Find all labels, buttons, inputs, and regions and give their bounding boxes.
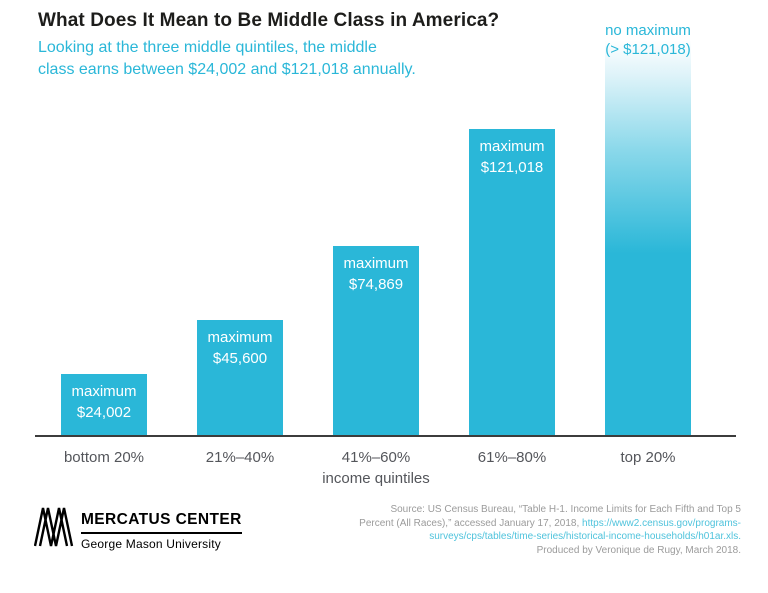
mercatus-logo-subname: George Mason University — [81, 537, 221, 551]
x-tick-label: bottom 20% — [63, 449, 145, 466]
bar-label-value: $24,002 — [76, 404, 132, 421]
bar — [605, 40, 691, 435]
mercatus-logo-text: MERCATUS CENTER George Mason University — [81, 507, 242, 551]
no-maximum-label-line1: no maximum — [605, 22, 691, 39]
x-tick-label: 21%–40% — [205, 449, 275, 466]
mercatus-logo-icon — [33, 507, 74, 552]
bar-label-maximum: maximum — [71, 383, 137, 400]
x-axis-title: income quintiles — [322, 470, 430, 487]
x-tick-label: top 20% — [620, 449, 676, 466]
source-line-4: Produced by Veronique de Rugy, March 201… — [536, 544, 741, 556]
bar-value-label: maximum $74,869 — [333, 253, 419, 295]
chart-title: What Does It Mean to Be Middle Class in … — [38, 10, 500, 31]
bar-label-value: $45,600 — [212, 350, 268, 367]
plot-area: maximum $24,002 maximum $45,600 maximum … — [35, 40, 736, 437]
bar: maximum $74,869 — [333, 246, 419, 435]
mercatus-logo-name: MERCATUS CENTER — [81, 511, 242, 534]
bar: maximum $45,600 — [197, 320, 283, 435]
bar: maximum $24,002 — [61, 374, 147, 435]
x-axis-line — [35, 435, 736, 437]
mercatus-logo: MERCATUS CENTER George Mason University — [33, 507, 242, 552]
x-tick-label: 41%–60% — [341, 449, 411, 466]
source-line-1: Source: US Census Bureau, “Table H-1. In… — [390, 504, 741, 515]
bar-label-maximum: maximum — [479, 138, 545, 155]
bar: maximum $121,018 — [469, 129, 555, 435]
bar-value-label: maximum $45,600 — [197, 327, 283, 369]
chart-subtitle: Looking at the three middle quintiles, t… — [38, 37, 416, 81]
no-maximum-label-line2: (> $121,018) — [605, 41, 691, 58]
source-line-2: Percent (All Races),” accessed January 1… — [359, 517, 741, 529]
bar-label-value: $74,869 — [348, 276, 404, 293]
source-url-part2: surveys/cps/tables/time-series/historica… — [429, 531, 741, 542]
bar-value-label: maximum $24,002 — [61, 381, 147, 423]
bar-label-value: $121,018 — [480, 159, 544, 176]
bar-value-label: maximum $121,018 — [469, 136, 555, 178]
x-tick-label: 61%–80% — [477, 449, 547, 466]
bar-label-maximum: maximum — [207, 329, 273, 346]
source-note: Source: US Census Bureau, “Table H-1. In… — [311, 503, 741, 557]
bar-label-maximum: maximum — [343, 255, 409, 272]
source-url-part1: https://www2.census.gov/programs- — [582, 517, 741, 529]
chart-subtitle-line2: class earns between $24,002 and $121,018… — [38, 61, 416, 78]
no-maximum-label: no maximum (> $121,018) — [580, 21, 716, 59]
chart-subtitle-line1: Looking at the three middle quintiles, t… — [38, 39, 377, 56]
